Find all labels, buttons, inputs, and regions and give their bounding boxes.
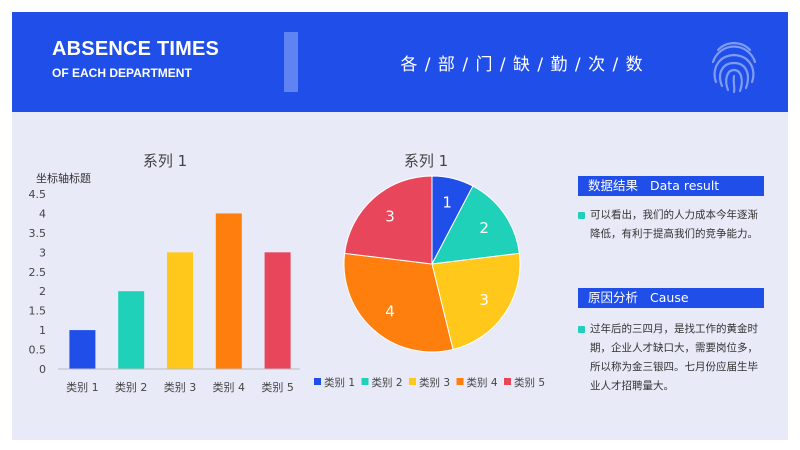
legend-swatch [456,378,464,385]
bar-chart-xaxis: 类别 1 类别 2 类别 3 类别 4 类别 5 [66,380,294,394]
bar-chart-title: 系列 1 [143,152,187,170]
pie-slice-5 [344,175,433,265]
bar-ytick-label: 4.5 [29,188,47,201]
bar-ytick-label: 1.5 [29,305,47,318]
legend-swatch [409,378,416,385]
bar-ytick-label: 1 [39,324,46,337]
bar-xtick-label: 类别 5 [261,380,294,394]
bar-xtick-label: 类别 2 [115,380,148,394]
cause-text: 过年后的三四月，是找工作的黄金时期，企业人才缺口大，需要岗位多，所以称为金三银四… [590,323,758,392]
pie-data-label: 3 [385,208,395,226]
pie-chart-slices [343,175,521,353]
bar-ytick-label: 0 [39,363,46,376]
bar-ytick-label: 4 [39,207,46,220]
bar-2 [118,291,145,369]
bar-4 [215,213,242,369]
bar-chart-ylabel: 坐标轴标题 [36,171,91,185]
pie-slice-2 [431,185,520,265]
cause-label-cn: 原因分析 [588,290,639,305]
cause-header: 原因分析 Cause [578,288,764,308]
bar-xtick-label: 类别 4 [213,380,246,394]
data-result-header: 数据结果 Data result [578,176,764,196]
legend-swatch [361,378,369,385]
pie-data-label: 4 [385,302,395,320]
cause-bullet [578,326,585,333]
bar-1 [69,330,96,369]
data-result-text: 可以看出，我们的人力成本今年逐渐降低，有利于提高我们的竞争能力。 [590,209,758,240]
legend-label: 类别 1 [324,376,355,389]
legend-label: 类别 5 [514,376,545,389]
legend-label: 类别 4 [467,376,498,389]
bar-ytick-label: 2.5 [29,266,47,279]
header-divider [284,32,298,92]
pie-slice-4 [343,252,454,353]
bar-chart-bars [69,213,291,369]
bar-ytick-label: 3.5 [29,227,47,240]
bar-ytick-label: 3 [39,246,46,259]
data-result-label-en: Data result [650,178,720,193]
bar-ytick-label: 0.5 [29,344,47,357]
legend-label: 类别 2 [372,376,403,389]
result-bullet [578,212,585,219]
page-title-cn: 各 / 部 / 门 / 缺 / 勤 / 次 / 数 [400,55,644,75]
bar-3 [167,252,193,369]
legend-swatch [314,378,321,385]
page-title: ABSENCE TIMES [52,38,220,60]
bar-ytick-label: 2 [39,285,46,298]
pie-chart-title: 系列 1 [404,152,448,170]
fingerprint-icon [711,42,757,94]
legend-swatch [504,378,511,385]
pie-slice-3 [431,252,521,351]
pie-data-label: 1 [442,193,452,211]
cause-label-en: Cause [650,290,689,305]
bar-5 [264,252,291,369]
data-result-label-cn: 数据结果 [588,178,639,193]
page-subtitle: OF EACH DEPARTMENT [52,66,192,80]
header-banner: ABSENCE TIMES OF EACH DEPARTMENT 各 / 部 /… [12,12,788,112]
pie-chart-data-labels: 1 2 3 4 3 [385,193,489,320]
pie-data-label: 3 [479,291,489,309]
bar-xtick-label: 类别 3 [164,380,197,394]
legend-label: 类别 3 [419,376,450,389]
bar-xtick-label: 类别 1 [66,380,99,394]
bar-chart-yaxis: 0 0.5 1 1.5 2 2.5 3 3.5 4 4.5 [29,188,47,376]
pie-chart-legend: 类别 1 类别 2 类别 3 类别 4 类别 5 [314,376,545,389]
pie-data-label: 2 [479,219,489,237]
